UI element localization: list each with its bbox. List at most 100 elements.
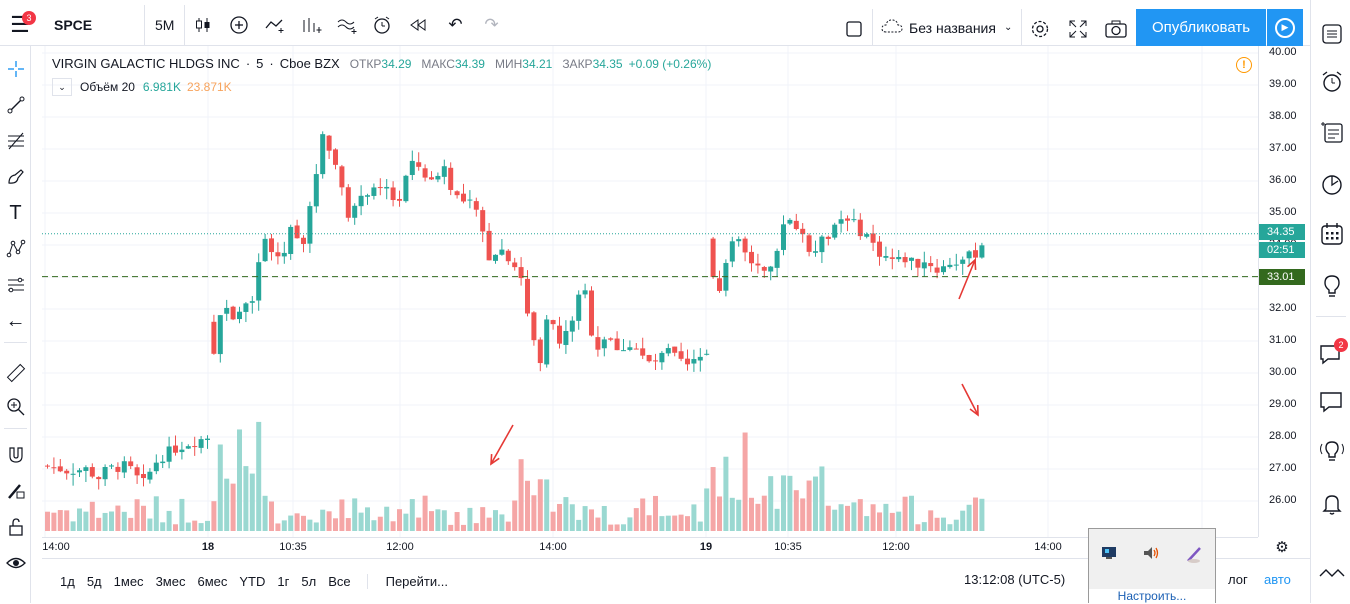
time-axis[interactable]: 14:00 18 10:35 12:00 14:00 19 10:35 12:00 14:00 xyxy=(42,537,1258,557)
candle[interactable] xyxy=(915,258,921,268)
candle[interactable] xyxy=(627,347,633,350)
brush-icon[interactable] xyxy=(0,162,31,192)
candle[interactable] xyxy=(595,337,601,350)
axis-settings-gear-icon[interactable]: ⚙ xyxy=(1275,539,1289,556)
candle[interactable] xyxy=(857,219,863,237)
candle[interactable] xyxy=(697,356,703,361)
interval-button[interactable]: 5M xyxy=(145,5,186,45)
candle[interactable] xyxy=(787,219,793,224)
candle[interactable] xyxy=(742,238,748,253)
range-button[interactable]: 6мес xyxy=(197,573,228,589)
candle[interactable] xyxy=(941,266,946,273)
lock-icon[interactable] xyxy=(0,512,31,542)
candle[interactable] xyxy=(288,226,294,254)
candle[interactable] xyxy=(192,446,198,448)
candle[interactable] xyxy=(134,467,140,476)
streams-icon[interactable] xyxy=(1316,436,1348,468)
ideas-lightbulb-icon[interactable] xyxy=(1316,270,1348,302)
candle[interactable] xyxy=(57,466,63,472)
candle[interactable] xyxy=(704,353,710,355)
candle[interactable] xyxy=(966,251,972,259)
replay-play-button[interactable]: ▶ xyxy=(1267,9,1303,46)
candle[interactable] xyxy=(384,186,390,189)
chats-icon[interactable]: 2 xyxy=(1316,338,1348,370)
settings-gear-icon[interactable] xyxy=(1022,9,1058,49)
candle[interactable] xyxy=(224,307,230,314)
candle[interactable] xyxy=(281,252,287,257)
candle[interactable] xyxy=(819,236,825,253)
trendline-icon[interactable] xyxy=(0,90,31,120)
candle[interactable] xyxy=(397,198,402,201)
candle[interactable] xyxy=(934,267,940,273)
candle[interactable] xyxy=(576,294,582,321)
candle[interactable] xyxy=(211,321,217,354)
prediction-icon[interactable] xyxy=(0,270,31,300)
candle[interactable] xyxy=(448,167,454,190)
candle[interactable] xyxy=(301,237,306,244)
candle[interactable] xyxy=(825,236,831,239)
candle[interactable] xyxy=(345,187,351,218)
range-button[interactable]: YTD xyxy=(239,573,266,589)
candle[interactable] xyxy=(128,461,134,467)
candle[interactable] xyxy=(173,445,178,453)
data-window-icon[interactable] xyxy=(1316,116,1348,148)
candle[interactable] xyxy=(518,267,524,279)
candle[interactable] xyxy=(557,325,562,344)
candle[interactable] xyxy=(883,256,889,258)
candle[interactable] xyxy=(749,251,754,264)
candle[interactable] xyxy=(601,339,607,349)
messages-icon[interactable] xyxy=(1316,386,1348,418)
fullscreen-icon[interactable] xyxy=(1060,9,1096,49)
warning-icon[interactable]: ! xyxy=(1236,57,1252,73)
fib-icon[interactable] xyxy=(0,126,31,156)
candle[interactable] xyxy=(313,174,319,207)
magnet-icon[interactable] xyxy=(0,440,31,470)
candle[interactable] xyxy=(441,166,447,177)
pen-tool-icon[interactable] xyxy=(1185,545,1203,568)
alert-clock-icon[interactable] xyxy=(365,5,401,45)
candle[interactable] xyxy=(710,238,716,277)
candle[interactable] xyxy=(896,256,902,260)
candle[interactable] xyxy=(371,187,377,196)
candle[interactable] xyxy=(64,470,70,474)
candle[interactable] xyxy=(486,230,492,261)
candle[interactable] xyxy=(198,439,204,448)
customize-link[interactable]: Настроить... xyxy=(1089,589,1215,604)
annotation-arrow[interactable] xyxy=(958,259,976,300)
fullscreen-toggle-icon[interactable] xyxy=(836,9,872,49)
candle[interactable] xyxy=(185,446,191,449)
candle[interactable] xyxy=(237,311,242,320)
candle[interactable] xyxy=(960,259,966,264)
candle[interactable] xyxy=(403,175,409,202)
candle[interactable] xyxy=(800,228,806,235)
candle[interactable] xyxy=(646,354,652,362)
range-button[interactable]: 1г xyxy=(277,573,290,589)
candle[interactable] xyxy=(307,206,313,244)
text-icon[interactable]: T xyxy=(9,201,22,224)
log-scale-toggle[interactable]: лог xyxy=(1228,572,1248,587)
candle[interactable] xyxy=(377,187,383,189)
candle[interactable] xyxy=(160,461,166,464)
undo-icon[interactable]: ↶ xyxy=(448,15,463,34)
candle[interactable] xyxy=(473,201,479,210)
candle[interactable] xyxy=(70,473,76,475)
candle[interactable] xyxy=(608,338,614,340)
candle[interactable] xyxy=(179,449,185,453)
crosshair-icon[interactable] xyxy=(0,54,31,84)
candle[interactable] xyxy=(320,134,326,175)
candle[interactable] xyxy=(621,350,626,352)
candle[interactable] xyxy=(409,160,415,175)
redo-icon[interactable]: ↷ xyxy=(484,15,499,34)
candle[interactable] xyxy=(390,187,396,201)
candle[interactable] xyxy=(249,301,255,303)
ruler-icon[interactable] xyxy=(0,358,31,388)
candle[interactable] xyxy=(230,306,236,320)
layout-selector[interactable]: Без названия ⌄ xyxy=(872,9,1022,46)
candle[interactable] xyxy=(537,339,543,364)
candle[interactable] xyxy=(525,278,530,314)
annotation-arrow[interactable] xyxy=(961,383,979,416)
candle[interactable] xyxy=(416,162,422,167)
range-button[interactable]: 5д xyxy=(86,573,102,589)
candle[interactable] xyxy=(121,461,127,473)
candle[interactable] xyxy=(109,465,114,467)
